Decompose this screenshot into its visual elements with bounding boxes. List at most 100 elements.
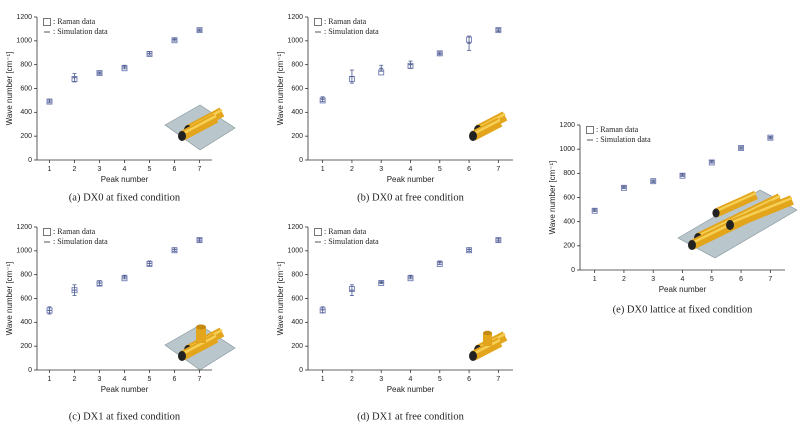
error-bar xyxy=(680,173,685,177)
y-tick-label: 600 xyxy=(20,85,32,92)
error-bar xyxy=(197,237,202,243)
error-bar xyxy=(437,51,442,56)
raman-point xyxy=(96,70,103,76)
error-bar xyxy=(496,28,501,32)
x-tick-label: 5 xyxy=(148,166,152,173)
y-tick-label: 1200 xyxy=(287,224,303,231)
illustrations xyxy=(164,104,798,371)
cylinder xyxy=(714,190,758,218)
x-tick-label: 1 xyxy=(593,276,597,283)
x-tick-label: 6 xyxy=(467,166,471,173)
legend-marker xyxy=(314,228,322,236)
error-bar xyxy=(147,51,152,56)
cylinder xyxy=(728,195,794,230)
y-tick-label: 1200 xyxy=(16,224,32,231)
panel: 0 200 400 600 800 1000 1200 1 2 3 4 5 6 7 Peak number W… xyxy=(5,14,212,203)
y-tick-label: 0 xyxy=(28,367,32,374)
x-tick-label: 6 xyxy=(173,166,177,173)
error-bar xyxy=(739,146,744,150)
error-bar xyxy=(97,71,102,75)
cylinder-shine xyxy=(729,196,793,225)
x-axis-label: Peak number xyxy=(387,175,435,184)
cylinder-end xyxy=(178,131,186,141)
cylinder xyxy=(470,337,503,361)
raman-point xyxy=(495,27,502,34)
error-bar xyxy=(651,179,656,183)
x-tick-label: 2 xyxy=(350,166,354,173)
legend-label: : Simulation data xyxy=(53,237,108,246)
x-tick-label: 4 xyxy=(123,166,127,173)
legend-label: : Simulation data xyxy=(324,27,379,36)
y-tick-label: 800 xyxy=(291,272,303,279)
y-tick-label: 400 xyxy=(291,109,303,116)
y-tick-label: 600 xyxy=(291,295,303,302)
x-tick-label: 5 xyxy=(710,276,714,283)
raman-point xyxy=(378,280,385,286)
error-bar xyxy=(72,284,77,296)
x-tick-label: 1 xyxy=(321,376,325,383)
legend-label: : Simulation data xyxy=(324,237,379,246)
cylinder-end xyxy=(688,240,696,250)
error-bar xyxy=(621,185,626,189)
x-tick-label: 7 xyxy=(496,166,500,173)
error-bar xyxy=(349,284,354,296)
x-tick-label: 7 xyxy=(496,376,500,383)
x-axis-label: Peak number xyxy=(659,285,707,294)
raman-point xyxy=(679,172,686,179)
cylinder xyxy=(470,117,503,141)
cylinder xyxy=(196,327,206,343)
cylinder-end xyxy=(196,324,206,330)
caption: (a) DX0 at fixed condition xyxy=(69,192,181,203)
legend-marker xyxy=(314,18,322,26)
y-tick-label: 0 xyxy=(299,367,303,374)
cylinder-shine xyxy=(181,114,217,136)
error-bar xyxy=(467,247,472,252)
error-bar xyxy=(467,35,472,51)
cylinder-end xyxy=(469,131,477,141)
error-bar xyxy=(122,64,127,70)
x-tick-label: 3 xyxy=(98,376,102,383)
y-tick-label: 800 xyxy=(20,272,32,279)
y-tick-label: 400 xyxy=(563,219,575,226)
raman-point xyxy=(171,37,178,44)
x-axis-label: Peak number xyxy=(101,385,149,394)
x-tick-label: 3 xyxy=(379,166,383,173)
raman-point xyxy=(650,178,657,185)
x-tick-label: 3 xyxy=(98,166,102,173)
error-bar xyxy=(320,96,325,103)
x-axis-label: Peak number xyxy=(101,175,149,184)
y-tick-label: 400 xyxy=(20,319,32,326)
raman-point xyxy=(620,184,627,191)
cylinder-shine xyxy=(472,118,501,136)
y-tick-label: 0 xyxy=(28,157,32,164)
cylinder xyxy=(179,113,219,141)
x-tick-label: 2 xyxy=(73,376,77,383)
y-tick-label: 800 xyxy=(291,62,303,69)
error-bar xyxy=(408,274,413,280)
y-tick-label: 800 xyxy=(20,62,32,69)
y-tick-label: 600 xyxy=(20,295,32,302)
caption: (c) DX1 at fixed condition xyxy=(69,411,181,422)
error-bar xyxy=(709,160,714,164)
panel: 0 200 400 600 800 1000 1200 1 2 3 4 5 6 7 Peak number W… xyxy=(5,224,212,422)
y-tick-label: 800 xyxy=(563,170,575,177)
raman-point xyxy=(495,237,502,244)
raman-point xyxy=(708,159,715,166)
y-tick-label: 1000 xyxy=(287,248,303,255)
legend-marker xyxy=(43,228,51,236)
x-tick-label: 3 xyxy=(651,276,655,283)
cylinder-end xyxy=(712,208,720,218)
y-axis-label: Wave number [cm⁻¹] xyxy=(276,52,285,126)
panel: 0 200 400 600 800 1000 1200 1 2 3 4 5 6 7 Peak number W… xyxy=(276,14,513,203)
x-tick-label: 6 xyxy=(739,276,743,283)
y-tick-label: 400 xyxy=(291,319,303,326)
raman-point xyxy=(436,50,443,57)
raman-point xyxy=(196,237,203,244)
raman-point xyxy=(738,145,745,151)
legend-marker xyxy=(43,18,51,26)
y-tick-label: 1000 xyxy=(287,38,303,45)
x-tick-label: 6 xyxy=(467,376,471,383)
legend-label: : Simulation data xyxy=(596,135,651,144)
x-tick-label: 4 xyxy=(409,376,413,383)
